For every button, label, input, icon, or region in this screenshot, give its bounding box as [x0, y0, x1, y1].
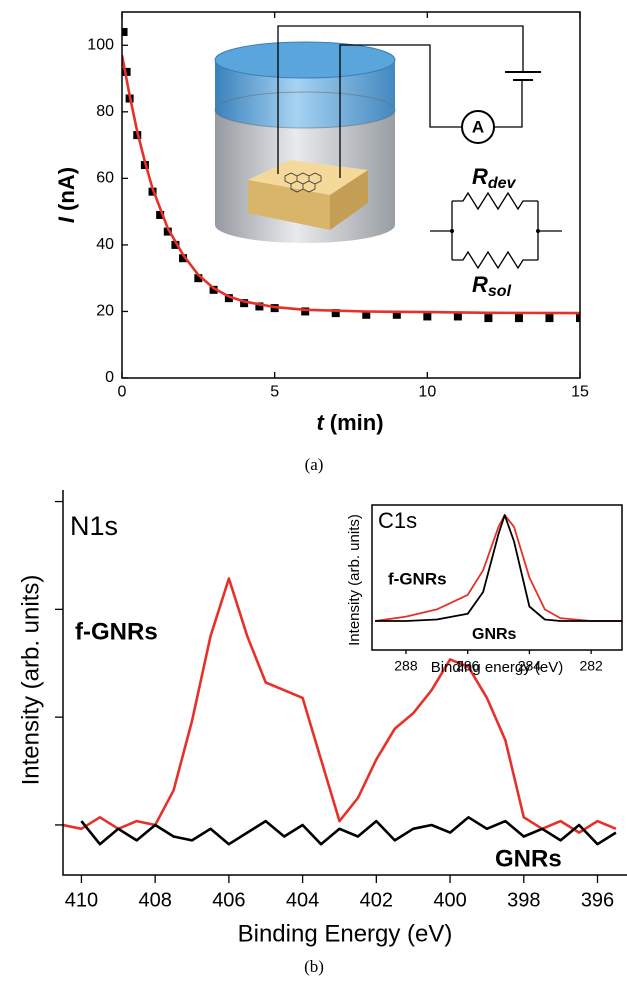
- x-tick-label: 406: [212, 889, 245, 911]
- series-line: [122, 55, 580, 315]
- x-axis-label: Binding energy (eV): [431, 659, 564, 676]
- x-tick-label: 284: [518, 657, 542, 673]
- axis-symbol: t: [316, 410, 325, 435]
- marker: [514, 314, 523, 323]
- y-axis-label: Intensity (arb. units): [346, 514, 363, 646]
- marker: [331, 309, 340, 318]
- marker: [156, 210, 165, 219]
- y-tick-label: 60: [96, 170, 114, 187]
- y-tick-label: 80: [96, 103, 114, 120]
- marker: [240, 299, 249, 308]
- resistor-label: Rsol: [472, 272, 512, 300]
- marker: [194, 274, 203, 283]
- x-tick-label: 404: [286, 889, 319, 911]
- marker: [453, 312, 462, 321]
- x-tick-label: 396: [581, 889, 614, 911]
- series-label: f-GNRs: [388, 569, 447, 588]
- axes: [62, 490, 627, 876]
- x-axis-label: Binding Energy (eV): [238, 920, 453, 947]
- marker: [224, 294, 233, 303]
- x-tick-label: 282: [579, 657, 603, 673]
- series-line: [375, 514, 622, 622]
- series-label: GNRs: [472, 626, 517, 643]
- marker: [163, 227, 172, 236]
- ammeter-label: A: [472, 117, 484, 136]
- marker: [576, 314, 580, 323]
- frame: [121, 11, 581, 379]
- y-tick-label: 40: [96, 236, 114, 253]
- chart: 288 286 284 282 f-GNRs GNRs C1s Intensity (arb.…: [346, 504, 623, 676]
- axis-unit: (nA): [54, 167, 79, 211]
- x-tick-label: 288: [394, 657, 418, 673]
- caption: (b): [304, 957, 324, 976]
- setup-diagram: A Rdev Rsol: [214, 25, 562, 300]
- series-group: [374, 514, 622, 622]
- marker: [362, 310, 371, 319]
- caption: (a): [305, 455, 324, 474]
- y-axis-label: I (nA): [54, 167, 79, 223]
- marker: [545, 314, 554, 323]
- x-tick-label: 402: [360, 889, 393, 911]
- x-tick-label: 286: [456, 657, 480, 673]
- series-label: f-GNRs: [75, 618, 158, 645]
- marker: [209, 285, 218, 294]
- marker: [122, 27, 128, 36]
- chart-title: C1s: [378, 508, 417, 533]
- series-group: [63, 577, 617, 846]
- x-tick-label: 10: [418, 384, 436, 401]
- resistor-label: Rdev: [472, 164, 517, 192]
- axis-unit: (min): [330, 410, 384, 435]
- x-axis-label: t (min): [316, 410, 383, 435]
- chart: 0 5 10 15 0 20 40 60 80 100 I (nA) t (min): [54, 11, 589, 435]
- chart-title: N1s: [70, 511, 118, 541]
- marker: [171, 240, 180, 249]
- x-tick-label: 0: [118, 384, 127, 401]
- x-tick-label: 400: [433, 889, 466, 911]
- x-tick-label: 15: [571, 384, 589, 401]
- series-group: [122, 27, 580, 323]
- x-tick-label: 410: [65, 889, 98, 911]
- y-axis-label: Intensity (arb. units): [17, 575, 44, 786]
- y-tick-label: 100: [87, 36, 114, 53]
- axis-symbol: I: [54, 216, 79, 223]
- x-tick-label: 398: [507, 889, 540, 911]
- marker: [179, 254, 188, 263]
- series-line: [80, 816, 617, 846]
- marker: [122, 67, 131, 76]
- y-tick-label: 20: [96, 303, 114, 320]
- marker: [484, 314, 493, 323]
- series-label: GNRs: [495, 845, 562, 872]
- chart: 410 408 406 404 402 400 398 396 f-GNRs GNRs N1s Int…: [17, 490, 627, 947]
- marker: [255, 302, 264, 311]
- x-tick-label: 5: [270, 384, 279, 401]
- y-tick-label: 0: [105, 369, 114, 386]
- marker: [423, 312, 432, 321]
- marker: [392, 310, 401, 319]
- x-tick-label: 408: [138, 889, 171, 911]
- marker: [301, 307, 310, 316]
- frame: [371, 504, 623, 651]
